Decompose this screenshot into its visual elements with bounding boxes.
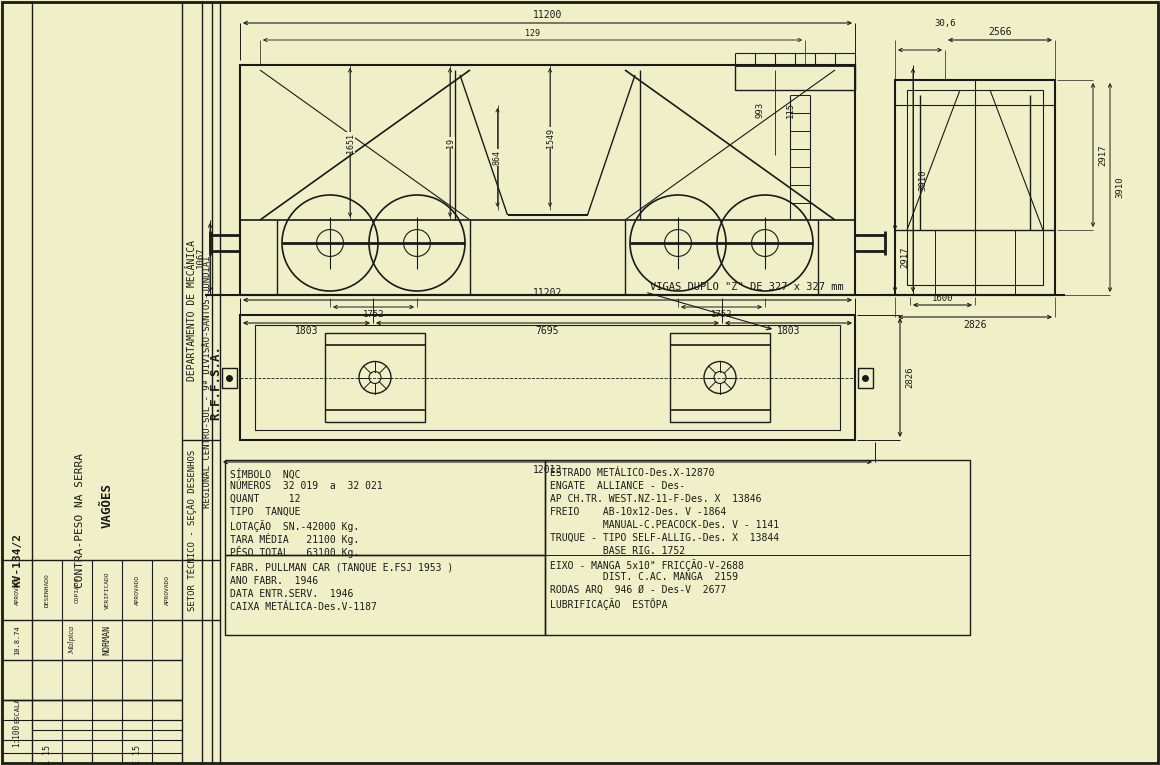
Text: 19: 19 <box>445 138 455 148</box>
Bar <box>325 333 425 422</box>
Text: CONTRA-PESO NA SERRA: CONTRA-PESO NA SERRA <box>75 453 85 588</box>
Text: ANO FABR.  1946: ANO FABR. 1946 <box>230 576 318 586</box>
Text: 1:100: 1:100 <box>13 724 22 747</box>
Text: R.F.F.S.A.: R.F.F.S.A. <box>210 344 223 419</box>
Bar <box>907 90 1043 285</box>
Text: 1752: 1752 <box>363 310 384 319</box>
Text: MANUAL-C.PEACOCK-Des. V - 1141: MANUAL-C.PEACOCK-Des. V - 1141 <box>550 520 780 530</box>
Bar <box>545 460 970 635</box>
Text: 2826: 2826 <box>905 366 914 389</box>
Text: REGIONAL CENTRO-SUL - 9ª DIVISÃO-SANTOS-JUNDIAÍ: REGIONAL CENTRO-SUL - 9ª DIVISÃO-SANTOS-… <box>203 256 211 508</box>
Text: PÊSO TOTAL   63100 Kg.: PÊSO TOTAL 63100 Kg. <box>230 546 360 558</box>
Text: 1600: 1600 <box>931 294 954 303</box>
Text: 12013: 12013 <box>532 465 563 475</box>
Bar <box>858 367 873 388</box>
Text: LUBRIFICAÇÃO  ESTÔPA: LUBRIFICAÇÃO ESTÔPA <box>550 598 667 610</box>
Text: TARA MÉDIA   21100 Kg.: TARA MÉDIA 21100 Kg. <box>230 533 360 545</box>
Text: FL 15: FL 15 <box>43 746 51 765</box>
Text: 2917: 2917 <box>1099 145 1107 166</box>
Text: NORMAN: NORMAN <box>102 625 111 655</box>
Text: 30,6: 30,6 <box>934 19 956 28</box>
Text: 11200: 11200 <box>532 10 563 20</box>
Text: 129: 129 <box>525 29 541 38</box>
Text: COPIADO: COPIADO <box>74 577 80 603</box>
Text: 115: 115 <box>785 102 795 118</box>
Text: 1067: 1067 <box>196 247 205 269</box>
Text: KV-134/2: KV-134/2 <box>12 533 22 587</box>
Text: LOTAÇÃO  SN.-42000 Kg.: LOTAÇÃO SN.-42000 Kg. <box>230 520 360 532</box>
Text: 864: 864 <box>493 150 502 165</box>
Text: 1549: 1549 <box>545 128 554 148</box>
Text: ESCALA: ESCALA <box>14 697 20 723</box>
Text: AP CH.TR. WEST.NZ-11-F-Des. X  13846: AP CH.TR. WEST.NZ-11-F-Des. X 13846 <box>550 494 761 504</box>
Text: SÍMBOLO  NQC: SÍMBOLO NQC <box>230 468 300 480</box>
Text: NÚMEROS  32 019  a  32 021: NÚMEROS 32 019 a 32 021 <box>230 481 383 491</box>
Text: 10.8.74: 10.8.74 <box>14 625 20 655</box>
Text: TIPO  TANQUE: TIPO TANQUE <box>230 507 300 517</box>
Text: 7695: 7695 <box>536 326 559 336</box>
Text: TRUQUE - TIPO SELF-ALLIG.-Des. X  13844: TRUQUE - TIPO SELF-ALLIG.-Des. X 13844 <box>550 533 780 543</box>
Text: DE 15: DE 15 <box>132 746 142 765</box>
Text: 1803: 1803 <box>777 326 800 336</box>
Text: 1651: 1651 <box>346 132 355 152</box>
Text: APROVADO: APROVADO <box>165 575 169 605</box>
Text: Malpica: Malpica <box>68 626 77 654</box>
Bar <box>222 367 237 388</box>
Bar <box>735 65 855 90</box>
Text: 2566: 2566 <box>988 27 1012 37</box>
Text: ENGATE  ALLIANCE - Des-: ENGATE ALLIANCE - Des- <box>550 481 686 491</box>
Text: EIXO - MANGA 5x10" FRICÇÃO-V-2688: EIXO - MANGA 5x10" FRICÇÃO-V-2688 <box>550 559 744 571</box>
Text: VERIFICADO: VERIFICADO <box>104 571 109 609</box>
Text: FABR. PULLMAN CAR (TANQUE E.FSJ 1953 ): FABR. PULLMAN CAR (TANQUE E.FSJ 1953 ) <box>230 563 454 573</box>
Text: 2917: 2917 <box>900 247 909 269</box>
Text: 1803: 1803 <box>295 326 318 336</box>
Text: RODAS ARQ  946 Ø - Des-V  2677: RODAS ARQ 946 Ø - Des-V 2677 <box>550 585 726 595</box>
Text: VIGAS DUPLO "Z" DE 327 x 327 mm: VIGAS DUPLO "Z" DE 327 x 327 mm <box>650 282 843 292</box>
Text: 3910: 3910 <box>918 169 927 190</box>
Bar <box>240 65 855 295</box>
Text: 993: 993 <box>755 102 764 118</box>
Text: ESTRADO METÁLICO-Des.X-12870: ESTRADO METÁLICO-Des.X-12870 <box>550 468 715 478</box>
Text: SETOR TÉCNICO - SEÇÃO DESENHOS: SETOR TÉCNICO - SEÇÃO DESENHOS <box>187 449 197 610</box>
Text: 2826: 2826 <box>963 320 987 330</box>
Text: 1752: 1752 <box>711 310 732 319</box>
Bar <box>670 333 770 422</box>
Text: DEPARTAMENTO DE MECÂNICA: DEPARTAMENTO DE MECÂNICA <box>187 239 197 380</box>
Text: QUANT     12: QUANT 12 <box>230 494 300 504</box>
Bar <box>240 315 855 440</box>
Text: VAGÕES: VAGÕES <box>101 483 114 528</box>
Text: 11202: 11202 <box>532 288 563 298</box>
Text: APROVADO: APROVADO <box>135 575 139 605</box>
Text: 3910: 3910 <box>1115 177 1124 198</box>
Bar <box>896 80 1054 295</box>
Text: DATA ENTR.SERV.  1946: DATA ENTR.SERV. 1946 <box>230 589 354 599</box>
Text: BASE RIG. 1752: BASE RIG. 1752 <box>550 546 686 556</box>
Text: FREIO    AB-10x12-Des. V -1864: FREIO AB-10x12-Des. V -1864 <box>550 507 726 517</box>
Bar <box>225 460 545 555</box>
Text: DIST. C.AC. MANGA  2159: DIST. C.AC. MANGA 2159 <box>550 572 738 582</box>
Bar <box>255 325 840 430</box>
Text: DESENHADO: DESENHADO <box>44 573 50 607</box>
Text: CAIXA METÁLICA-Des.V-1187: CAIXA METÁLICA-Des.V-1187 <box>230 602 377 612</box>
Text: APROVADO: APROVADO <box>14 575 20 605</box>
Bar <box>225 555 545 635</box>
